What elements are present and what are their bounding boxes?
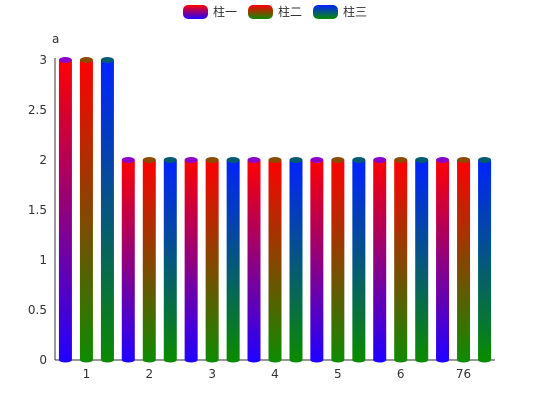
x-tick-label: 3 [208, 367, 216, 381]
x-tick-label: 2 [145, 367, 153, 381]
bar[interactable] [247, 157, 261, 363]
bar[interactable] [58, 57, 72, 363]
y-tick-label: 1.5 [28, 203, 47, 217]
y-tick-label: 0 [39, 353, 47, 367]
bar[interactable] [289, 157, 303, 363]
bar[interactable] [142, 157, 156, 363]
x-tick-label: 1 [83, 367, 91, 381]
bar[interactable] [121, 157, 135, 363]
bar[interactable] [163, 157, 177, 363]
x-tick-label: 6 [397, 367, 405, 381]
legend-label: 柱二 [278, 4, 302, 19]
y-tick-label: 3 [39, 53, 47, 67]
x-axis: 1 2 3 4 5 6 76 [55, 359, 495, 381]
y-tick-label: 2 [39, 153, 47, 167]
bar[interactable] [226, 157, 240, 363]
bar[interactable] [331, 157, 345, 363]
bar[interactable] [352, 157, 366, 363]
legend-item[interactable]: 柱三 [313, 4, 367, 19]
legend-item[interactable]: 柱一 [183, 4, 237, 19]
bar[interactable] [268, 157, 282, 363]
bar[interactable] [436, 157, 450, 363]
bar[interactable] [415, 157, 429, 363]
legend-label: 柱三 [343, 4, 367, 19]
bar[interactable] [205, 157, 219, 363]
x-tick-label: 76 [456, 367, 471, 381]
bar[interactable] [373, 157, 387, 363]
legend-item[interactable]: 柱二 [248, 4, 302, 19]
legend-swatch [248, 5, 273, 19]
legend-swatch [313, 5, 338, 19]
x-tick-label: 4 [271, 367, 279, 381]
bar[interactable] [478, 157, 492, 363]
bars [58, 57, 492, 363]
y-axis: 0 0.5 1 1.5 2 2.5 3 [28, 53, 56, 367]
legend-label: 柱一 [213, 4, 237, 19]
bar[interactable] [184, 157, 198, 363]
y-axis-unit: a [52, 32, 59, 46]
legend-swatch [183, 5, 208, 19]
bar[interactable] [100, 57, 114, 363]
y-tick-label: 1 [39, 253, 47, 267]
bar[interactable] [394, 157, 408, 363]
bar[interactable] [457, 157, 471, 363]
bar[interactable] [79, 57, 93, 363]
x-tick-label: 5 [334, 367, 342, 381]
legend[interactable]: 柱一 柱二 柱三 [183, 4, 367, 19]
y-tick-label: 0.5 [28, 303, 47, 317]
y-tick-label: 2.5 [28, 103, 47, 117]
bar[interactable] [310, 157, 324, 363]
